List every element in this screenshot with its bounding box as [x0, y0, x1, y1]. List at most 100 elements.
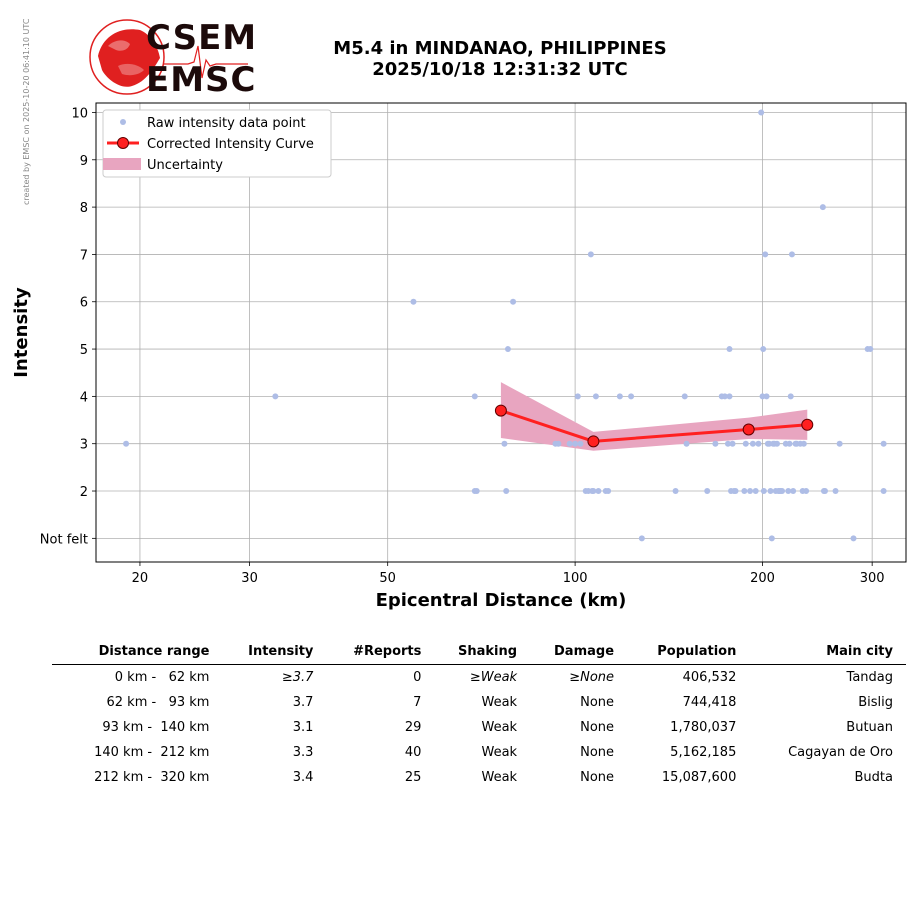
- table-cell: 62 km - 93 km: [102, 695, 210, 710]
- table-cell: 140 km - 212 km: [94, 745, 210, 760]
- raw-data-point: [681, 393, 688, 400]
- y-tick-label: 7: [80, 248, 88, 263]
- raw-data-point: [503, 488, 510, 495]
- raw-data-point: [760, 346, 767, 353]
- table-row: 93 km - 140 km 3.1 29 Weak None 1,780,03…: [52, 715, 906, 740]
- y-tick-label: 6: [80, 296, 88, 311]
- curve-marker: [587, 435, 600, 448]
- y-tick-label: 2: [80, 485, 88, 500]
- raw-data-point: [786, 440, 793, 447]
- y-tick-label: 4: [80, 390, 88, 405]
- intensity-chart: 20 30 50 100 200 300 Not felt 2 3 4 5 6 7 8 9 10 Epicent…: [11, 102, 907, 611]
- raw-data-point: [555, 440, 562, 447]
- legend-uncertainty-swatch: [103, 158, 141, 170]
- raw-data-point: [704, 488, 711, 495]
- y-tick-label: 5: [80, 343, 88, 358]
- raw-data-point: [504, 346, 511, 353]
- raw-data-point: [510, 298, 517, 305]
- x-axis-label: Epicentral Distance (km): [376, 590, 627, 611]
- y-axis-label: Intensity: [11, 287, 32, 378]
- table-cell: 0 km - 62 km: [106, 670, 210, 685]
- table-cell: Weak: [481, 720, 518, 735]
- raw-data-point: [605, 488, 612, 495]
- table-cell: Weak: [481, 745, 518, 760]
- legend-curve-marker: [117, 137, 129, 149]
- legend-label-raw: Raw intensity data point: [147, 116, 306, 131]
- table-header: Damage: [554, 644, 615, 659]
- table-cell: 15,087,600: [661, 770, 737, 785]
- raw-data-point: [712, 440, 719, 447]
- x-tick-label: 300: [860, 571, 885, 586]
- raw-data-point: [785, 488, 792, 495]
- table-row: 0 km - 62 km ≥3.7 0 ≥Weak ≥None 406,532 …: [52, 665, 906, 691]
- y-tick-label: 9: [80, 154, 88, 169]
- title-line-1: M5.4 in MINDANAO, PHILIPPINES: [333, 38, 667, 59]
- raw-data-point: [628, 393, 635, 400]
- legend-label-curve: Corrected Intensity Curve: [147, 137, 314, 152]
- raw-data-point: [819, 204, 826, 211]
- raw-data-point: [752, 488, 759, 495]
- table-cell: 29: [404, 720, 422, 735]
- corrected-curve-line: [500, 409, 808, 443]
- raw-data-point: [616, 393, 623, 400]
- raw-data-point: [587, 251, 594, 258]
- table-header: Intensity: [248, 644, 314, 659]
- raw-data-point: [747, 488, 754, 495]
- title-line-2: 2025/10/18 12:31:32 UTC: [372, 59, 628, 80]
- raw-data-point: [471, 393, 478, 400]
- table-cell: ≥3.7: [281, 670, 314, 685]
- raw-data-point: [790, 488, 797, 495]
- table-cell: ≥None: [569, 670, 615, 685]
- x-tick-label: 20: [132, 571, 149, 586]
- raw-data-point: [800, 440, 807, 447]
- table-header: Main city: [826, 644, 893, 659]
- raw-data-point: [473, 488, 480, 495]
- raw-data-point: [592, 393, 599, 400]
- table-cell: Butuan: [846, 720, 893, 735]
- table-cell: Weak: [481, 770, 518, 785]
- table-cell: 3.4: [292, 770, 314, 785]
- table-header: Population: [657, 644, 737, 659]
- curve-marker: [801, 418, 814, 431]
- raw-data-point: [672, 488, 679, 495]
- raw-data-point: [767, 488, 774, 495]
- raw-data-point: [787, 393, 794, 400]
- curve-marker: [494, 404, 507, 417]
- table-row: 140 km - 212 km 3.3 40 Weak None 5,162,1…: [52, 740, 906, 765]
- raw-data-point: [836, 440, 843, 447]
- raw-data-point: [758, 109, 765, 116]
- table-cell: 3.3: [292, 745, 314, 760]
- table-cell: 744,418: [682, 695, 737, 710]
- raw-data-point: [566, 440, 573, 447]
- raw-data-point: [742, 440, 749, 447]
- raw-data-point: [832, 488, 839, 495]
- table-header-row: Distance range Intensity #Reports Shakin…: [52, 641, 906, 665]
- raw-data-point: [501, 440, 508, 447]
- raw-data-point: [822, 488, 829, 495]
- raw-data-point: [803, 488, 810, 495]
- raw-data-point: [724, 440, 731, 447]
- table-cell: None: [580, 745, 615, 760]
- table-cell: 93 km - 140 km: [98, 720, 210, 735]
- raw-data-point: [683, 440, 690, 447]
- table-cell: Tandag: [846, 670, 893, 685]
- raw-data-point: [850, 535, 857, 542]
- legend-raw-marker: [120, 119, 126, 125]
- raw-data-point: [880, 488, 887, 495]
- raw-data-point: [726, 393, 733, 400]
- table-header: Distance range: [98, 644, 210, 659]
- globe-icon: [89, 19, 248, 95]
- table-row: 212 km - 320 km 3.4 25 Weak None 15,087,…: [52, 765, 906, 790]
- table-cell: 1,780,037: [670, 720, 737, 735]
- x-tick-label: 100: [563, 571, 588, 586]
- table-cell: 212 km - 320 km: [94, 770, 210, 785]
- plot-area: [96, 103, 906, 562]
- raw-data-point: [732, 488, 739, 495]
- legend-box: [102, 109, 332, 178]
- table-cell: 5,162,185: [670, 745, 737, 760]
- raw-data-point: [410, 298, 417, 305]
- table-cell: None: [580, 695, 615, 710]
- raw-data-point: [595, 488, 602, 495]
- table-cell: 3.1: [292, 720, 314, 735]
- table-cell: None: [580, 770, 615, 785]
